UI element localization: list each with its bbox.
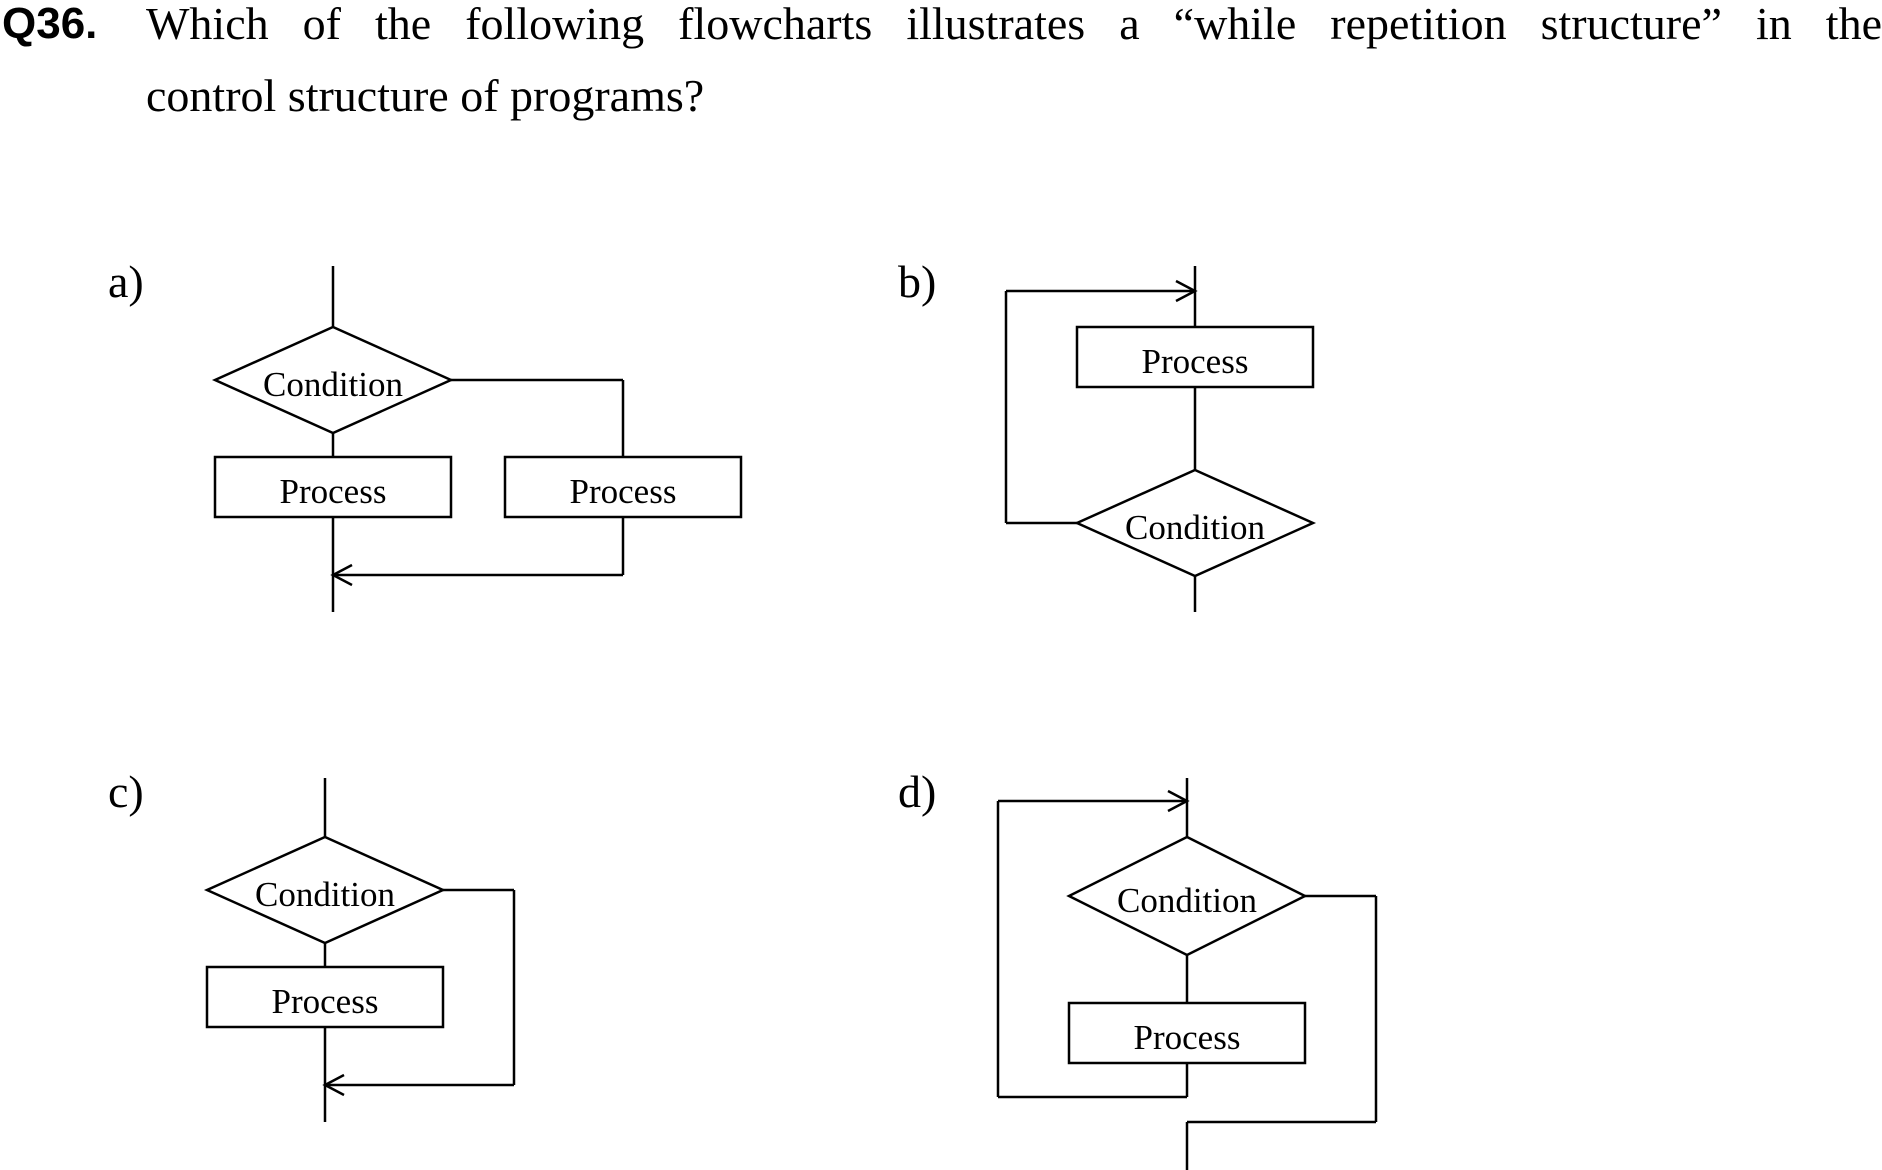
option-d-label[interactable]: d) (898, 766, 937, 817)
option-c-label[interactable]: c) (108, 766, 144, 817)
arrow-head (1175, 279, 1198, 303)
condition-label: Condition (1117, 881, 1257, 920)
process-box (1067, 1001, 1307, 1065)
option-b-label[interactable]: b) (898, 256, 937, 307)
process-box (213, 455, 453, 519)
flowchart-b[interactable]: Process Condition (1004, 266, 1317, 612)
process-box (205, 965, 445, 1029)
process-box (503, 455, 743, 519)
flowchart-a[interactable]: Condition Process Process (211, 266, 743, 612)
process-label: Process (280, 472, 387, 511)
process-label: Process (570, 472, 677, 511)
process-label: Process (1134, 1018, 1241, 1057)
process-label: Process (272, 982, 379, 1021)
arrow-head (1167, 789, 1190, 813)
process-label: Process (1142, 342, 1249, 381)
question-text-line1: Which of the following flowcharts illust… (146, 0, 1882, 49)
flowchart-d[interactable]: Condition Process (996, 778, 1378, 1170)
condition-label: Condition (255, 875, 395, 914)
condition-label: Condition (263, 365, 403, 404)
arrow-head (330, 563, 353, 587)
option-a-label[interactable]: a) (108, 256, 144, 307)
condition-label: Condition (1125, 508, 1265, 547)
flowchart-c[interactable]: Condition Process (203, 778, 516, 1122)
question-number: Q36. (2, 0, 98, 48)
process-box (1075, 325, 1315, 389)
question-text-line2: control structure of programs? (146, 70, 705, 121)
